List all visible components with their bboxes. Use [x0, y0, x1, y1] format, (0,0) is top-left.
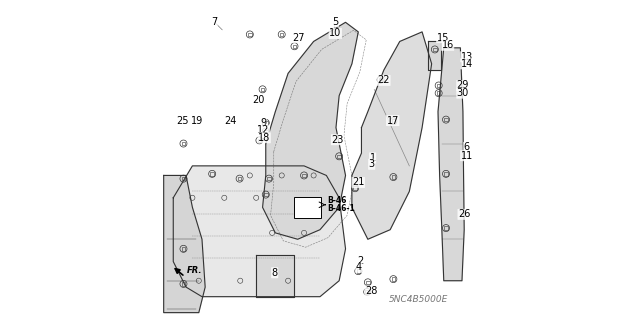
- Bar: [392, 277, 395, 281]
- Bar: [292, 44, 296, 48]
- Bar: [182, 142, 185, 145]
- FancyBboxPatch shape: [294, 197, 321, 218]
- Text: 12: 12: [257, 125, 269, 135]
- Text: 29: 29: [457, 80, 469, 91]
- Bar: [433, 48, 436, 51]
- Text: 26: 26: [458, 209, 470, 219]
- Bar: [264, 121, 268, 124]
- Bar: [182, 282, 185, 286]
- Polygon shape: [164, 175, 205, 313]
- Bar: [379, 78, 382, 81]
- Text: 6: 6: [463, 142, 470, 152]
- Text: FR.: FR.: [187, 266, 202, 275]
- Text: B-46: B-46: [327, 197, 346, 205]
- Polygon shape: [428, 41, 441, 70]
- Text: 27: 27: [292, 33, 305, 43]
- Bar: [280, 33, 284, 36]
- Polygon shape: [262, 22, 358, 239]
- Text: 11: 11: [461, 151, 473, 161]
- Text: 30: 30: [457, 88, 469, 98]
- Text: 13: 13: [461, 52, 473, 62]
- Bar: [264, 193, 268, 196]
- Bar: [437, 91, 440, 95]
- Polygon shape: [173, 166, 346, 297]
- Bar: [392, 175, 395, 179]
- Text: 17: 17: [387, 115, 399, 126]
- Text: 28: 28: [365, 286, 377, 296]
- Bar: [444, 226, 448, 230]
- Text: 9: 9: [260, 118, 266, 128]
- Bar: [356, 269, 360, 273]
- Bar: [268, 177, 271, 181]
- Polygon shape: [352, 32, 431, 239]
- Bar: [182, 177, 185, 181]
- Bar: [264, 130, 268, 133]
- Text: 7: 7: [211, 17, 217, 27]
- Text: 20: 20: [253, 94, 265, 105]
- Text: 25: 25: [177, 115, 189, 126]
- Text: 15: 15: [436, 33, 449, 43]
- Text: 19: 19: [191, 115, 204, 126]
- Text: 24: 24: [224, 115, 236, 126]
- Text: B-46-1: B-46-1: [327, 204, 355, 213]
- Text: 5NC4B5000E: 5NC4B5000E: [389, 295, 449, 304]
- Text: 21: 21: [352, 177, 364, 188]
- Bar: [437, 84, 440, 87]
- Text: 23: 23: [332, 135, 344, 145]
- Polygon shape: [438, 48, 464, 281]
- Text: 5: 5: [332, 17, 339, 27]
- Bar: [248, 33, 252, 36]
- Text: 16: 16: [442, 40, 454, 50]
- Text: 10: 10: [329, 28, 341, 39]
- Polygon shape: [256, 255, 294, 297]
- Text: 14: 14: [461, 59, 473, 69]
- Bar: [211, 172, 214, 176]
- Text: 22: 22: [378, 75, 390, 85]
- Text: 18: 18: [258, 133, 270, 143]
- Bar: [261, 87, 264, 91]
- Bar: [366, 281, 370, 284]
- Bar: [392, 119, 395, 123]
- Bar: [238, 177, 241, 181]
- Bar: [182, 247, 185, 251]
- Text: 8: 8: [271, 268, 278, 278]
- Text: 2: 2: [356, 256, 363, 266]
- Bar: [302, 174, 306, 177]
- Bar: [365, 290, 369, 294]
- Bar: [444, 118, 448, 121]
- Bar: [258, 138, 261, 142]
- Bar: [337, 154, 341, 158]
- Bar: [444, 172, 448, 176]
- Text: 3: 3: [369, 159, 375, 169]
- Bar: [353, 186, 357, 190]
- Text: 1: 1: [369, 153, 376, 163]
- Text: 4: 4: [356, 262, 362, 272]
